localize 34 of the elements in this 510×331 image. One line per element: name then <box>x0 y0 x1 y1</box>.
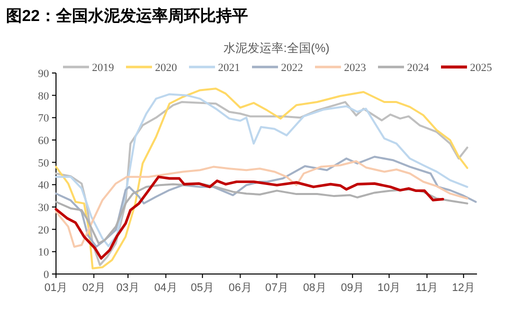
x-tick-label: 01月 <box>44 282 68 294</box>
legend-label: 2023 <box>344 62 366 74</box>
legend-label: 2024 <box>407 62 430 74</box>
x-tick-label: 11月 <box>416 282 438 294</box>
x-tick-label: 04月 <box>154 282 178 294</box>
line-series <box>54 176 444 260</box>
x-tick-label: 09月 <box>340 282 364 294</box>
y-tick-label: 70 <box>38 112 50 125</box>
y-tick-label: 30 <box>38 202 50 214</box>
x-tick-label: 10月 <box>378 282 401 294</box>
x-tick-label: 07月 <box>265 282 288 294</box>
x-tick-label: 12月 <box>452 282 476 294</box>
x-tick-label: 08月 <box>303 282 326 294</box>
legend-label: 2020 <box>155 62 178 74</box>
y-tick-label: 90 <box>38 68 50 80</box>
x-tick-label: 06月 <box>228 282 252 294</box>
line-series <box>55 182 468 244</box>
y-tick-label: 0 <box>44 269 50 281</box>
line-series <box>55 93 468 248</box>
y-tick-label: 50 <box>38 157 50 170</box>
y-tick-label: 80 <box>38 90 50 102</box>
legend-label: 2021 <box>218 62 240 74</box>
legend-label: 2025 <box>470 62 492 74</box>
legend-label: 2019 <box>92 62 114 74</box>
y-tick-label: 20 <box>38 224 50 236</box>
chart-subtitle: 水泥发运率:全国(%) <box>224 41 330 55</box>
chart-title: 图22：全国水泥发运率周环比持平 <box>6 6 248 25</box>
x-tick-label: 02月 <box>82 282 106 294</box>
x-tick-label: 03月 <box>116 282 140 294</box>
x-tick-label: 05月 <box>190 282 214 294</box>
y-tick-label: 40 <box>38 180 50 192</box>
y-tick-label: 60 <box>38 135 50 147</box>
y-tick-label: 10 <box>38 246 50 259</box>
legend-label: 2022 <box>281 62 303 74</box>
